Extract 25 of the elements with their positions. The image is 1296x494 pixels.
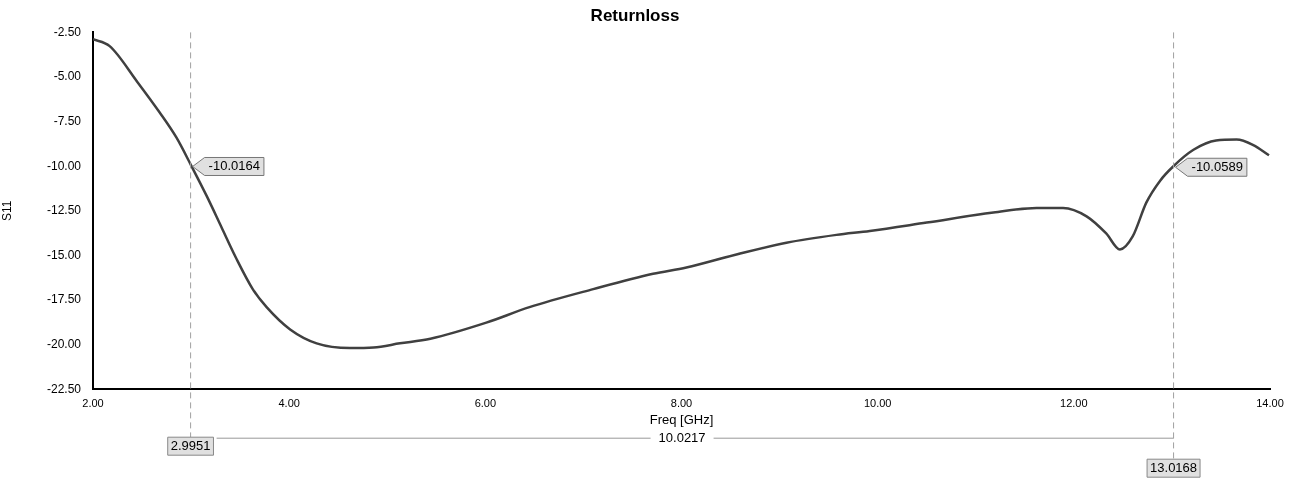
y-tick-label: -2.50 (53, 24, 82, 39)
x-tick-label: 8.00 (670, 396, 693, 409)
ref-line-label: 2.9951 (170, 437, 211, 453)
text: 10.0217 (658, 429, 706, 445)
x-tick-label: 10.00 (863, 396, 892, 409)
y-axis-title: S11 (0, 200, 14, 222)
y-tick-label: -10.00 (46, 158, 82, 173)
y-tick-label: -5.00 (53, 69, 82, 84)
x-axis-title: Freq [GHz] (649, 411, 714, 427)
ref-line-label: 13.0168 (1150, 459, 1198, 475)
x-tick-label: 12.00 (1060, 396, 1088, 409)
line-series (93, 37, 1270, 350)
y-tick-label: -22.50 (46, 381, 82, 396)
y-tick-label: -12.50 (46, 203, 82, 218)
y-tick-label: -17.50 (46, 292, 82, 307)
x-tick-label: 2.00 (82, 396, 104, 409)
x-tick-label: 6.00 (474, 396, 497, 409)
y-tick-label: -15.00 (46, 247, 82, 262)
x-tick-label: 14.00 (1256, 396, 1284, 409)
annotation: -10.0589 (1191, 158, 1243, 174)
x-tick-label: 4.00 (278, 396, 300, 409)
y-tick-label: -20.00 (46, 336, 82, 351)
annotation: -10.0164 (208, 158, 260, 174)
chart-title: Returnloss (590, 5, 680, 25)
y-tick-label: -7.50 (53, 113, 82, 128)
